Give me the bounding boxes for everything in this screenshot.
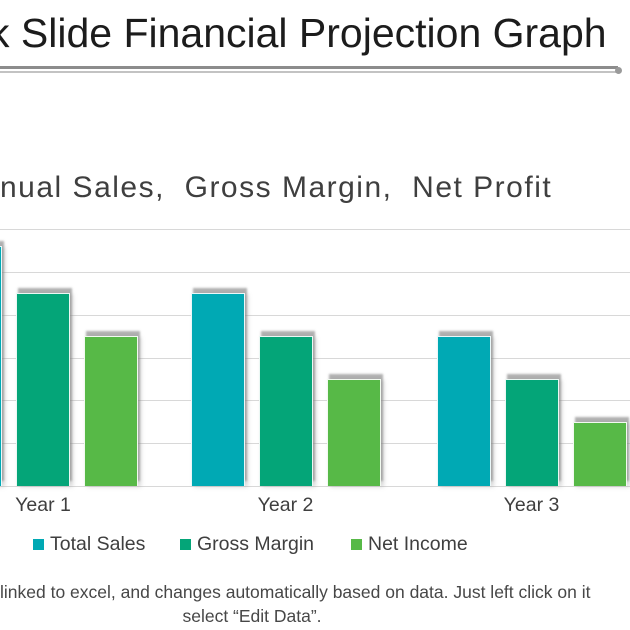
bar-total-sales-year-2 (190, 293, 245, 486)
bar-gross-margin-year-3 (504, 378, 559, 486)
bar-total-sales-year-3 (436, 336, 491, 486)
legend-label-net-income: Net Income (368, 533, 468, 555)
footer-note-line-2: select “Edit Data”. (182, 606, 322, 626)
gridline (0, 357, 630, 359)
legend-label-gross-margin: Gross Margin (197, 533, 315, 555)
bar-gross-margin-year-2 (258, 336, 313, 486)
chart-legend: Total Sales Gross Margin Net Income (0, 533, 630, 559)
gridline (0, 229, 630, 230)
legend-item-net-income: Net Income (351, 533, 468, 556)
chart-title: nual Sales, Gross Margin, Net Profit (0, 171, 553, 204)
legend-swatch-total-sales (33, 539, 44, 550)
legend-swatch-gross-margin (180, 539, 191, 550)
bar-total-sales-year-1 (0, 246, 2, 486)
legend-item-total-sales: Total Sales (33, 533, 145, 556)
title-underline (0, 66, 618, 69)
legend-item-gross-margin: Gross Margin (180, 533, 314, 556)
bar-net-income-year-3 (572, 421, 627, 486)
underline-end-dot-icon (615, 67, 622, 74)
bar-net-income-year-1 (84, 336, 138, 486)
footer-note-line-1: linked to excel, and changes automatical… (0, 582, 591, 602)
title-underline-light (0, 70, 618, 73)
legend-label-total-sales: Total Sales (50, 533, 146, 555)
legend-swatch-net-income (351, 539, 362, 550)
x-axis-label-year-2: Year 2 (257, 494, 314, 516)
gridline (0, 443, 630, 445)
gridline (0, 271, 630, 273)
x-axis-label-year-1: Year 1 (15, 494, 71, 516)
gridline (0, 314, 630, 316)
bar-gross-margin-year-1 (16, 293, 70, 486)
gridline (0, 400, 630, 402)
slide-title: k Slide Financial Projection Graph (0, 10, 607, 56)
bar-net-income-year-2 (326, 378, 381, 486)
gridline (0, 486, 630, 487)
x-axis-label-year-3: Year 3 (503, 494, 560, 516)
